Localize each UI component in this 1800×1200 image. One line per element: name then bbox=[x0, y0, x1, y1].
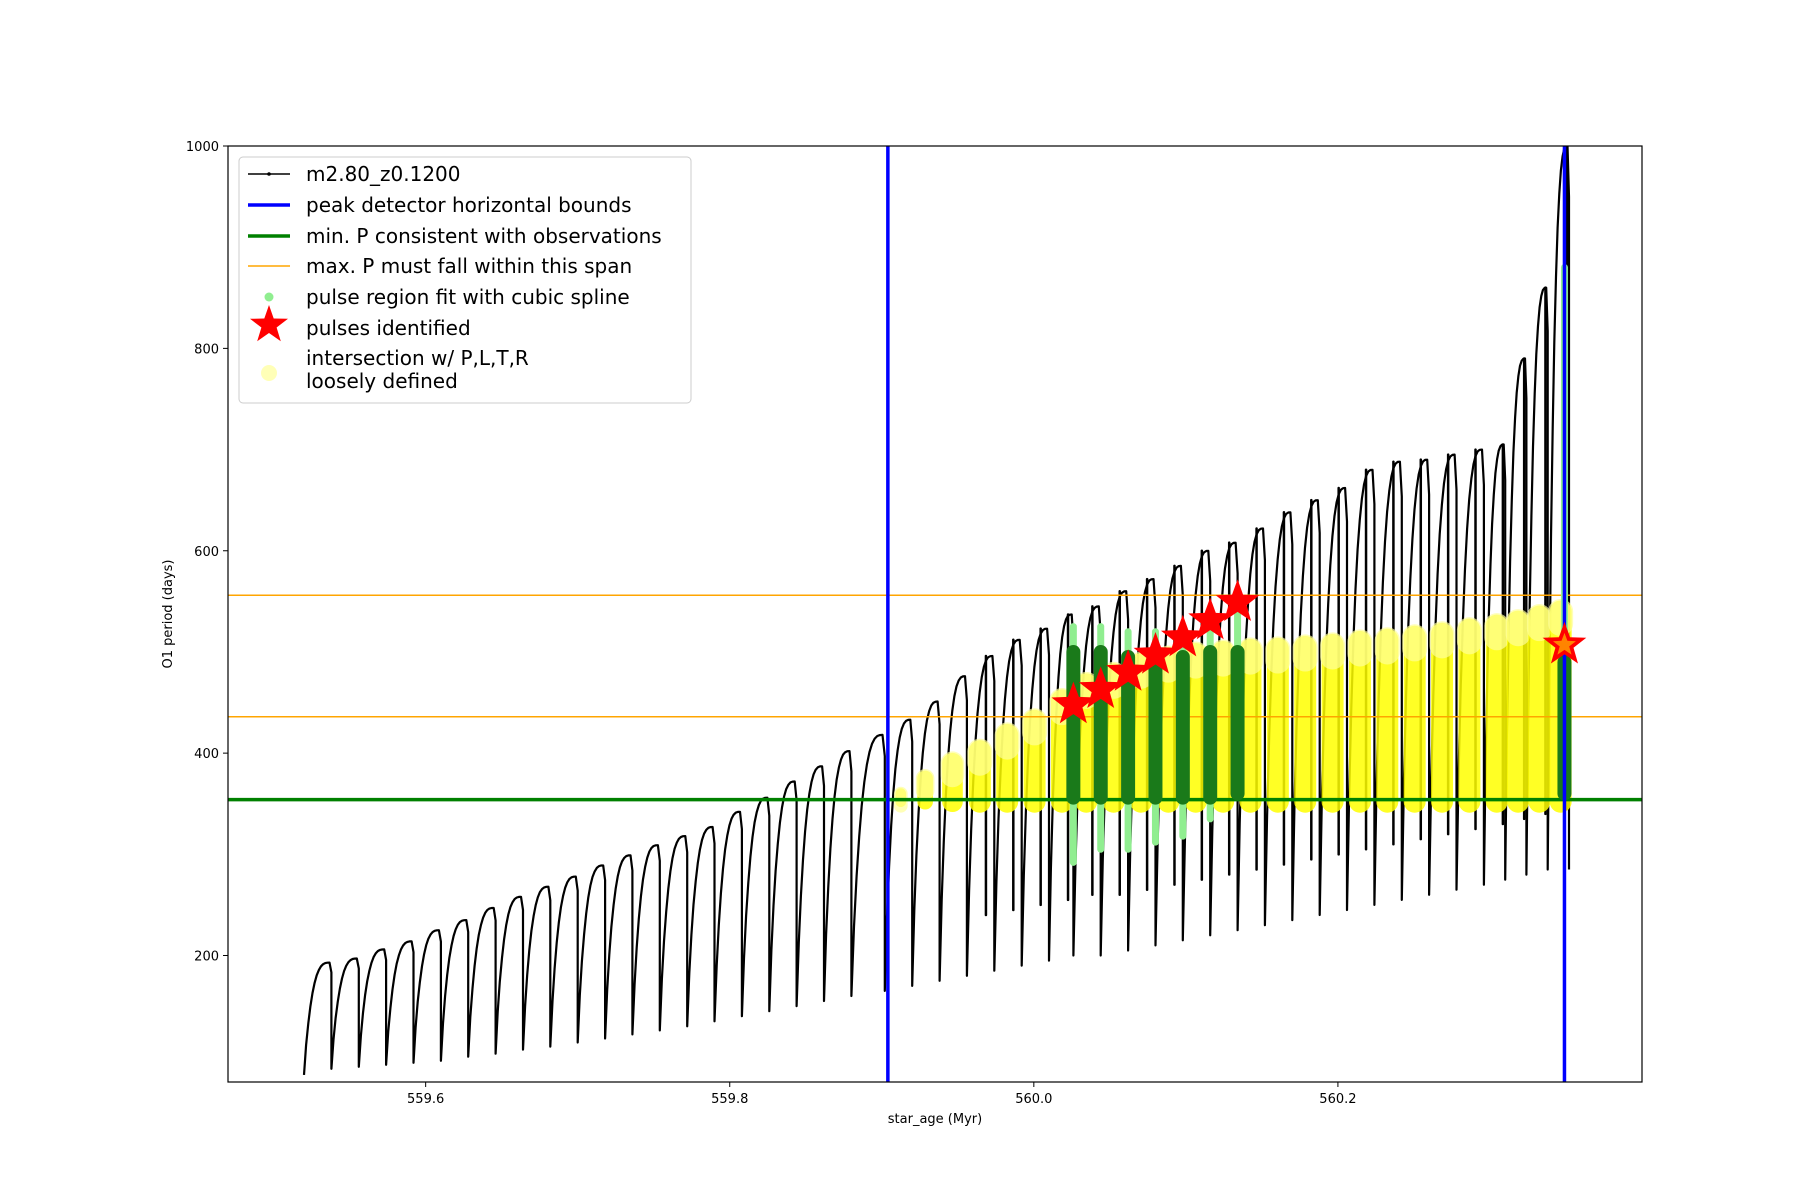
legend-entry-intersection: intersection w/ P,L,T,R loosely defined bbox=[261, 346, 529, 393]
legend-intersection-dot-icon bbox=[261, 365, 277, 381]
legend-star-icon bbox=[250, 305, 288, 342]
pulse-star bbox=[1215, 579, 1260, 621]
legend-label-orange-max: max. P must fall within this span bbox=[306, 254, 632, 278]
legend-spline-dot-icon bbox=[264, 292, 274, 302]
y-tick-label: 1000 bbox=[186, 140, 219, 155]
legend-entry-spline: pulse region fit with cubic spline bbox=[264, 285, 630, 309]
legend-entry-orange-max: max. P must fall within this span bbox=[248, 254, 632, 278]
pulse-star bbox=[1161, 614, 1205, 657]
legend-entry-track: m2.80_z0.1200 bbox=[248, 162, 461, 186]
legend-box bbox=[238, 156, 692, 404]
x-tick-label: 560.2 bbox=[1319, 1092, 1356, 1107]
legend-entry-pulses: pulses identified bbox=[250, 305, 471, 342]
y-tick-label: 800 bbox=[194, 342, 219, 357]
legend-entry-green-min: min. P consistent with observations bbox=[248, 224, 662, 248]
legend-label-pulses: pulses identified bbox=[306, 316, 471, 340]
pulse-star bbox=[1051, 681, 1096, 724]
legend-label-track: m2.80_z0.1200 bbox=[306, 162, 461, 186]
legend-label-spline: pulse region fit with cubic spline bbox=[306, 285, 630, 309]
pulse-star-highlight bbox=[1553, 632, 1576, 655]
legend-label-intersection-1: intersection w/ P,L,T,R bbox=[306, 346, 529, 370]
pulse-star bbox=[1106, 649, 1150, 691]
x-tick-label: 560.0 bbox=[1015, 1092, 1052, 1107]
x-axis-label: star_age (Myr) bbox=[888, 1112, 982, 1127]
legend-label-green-min: min. P consistent with observations bbox=[306, 224, 662, 248]
y-tick-label: 400 bbox=[194, 747, 219, 762]
x-tick-label: 559.8 bbox=[711, 1092, 748, 1107]
x-tick-label: 559.6 bbox=[407, 1092, 444, 1107]
legend-label-intersection-2: loosely defined bbox=[306, 369, 458, 393]
legend-label-blue-bounds: peak detector horizontal bounds bbox=[306, 193, 632, 217]
axis-ticks: 559.6 559.8 560.0 560.2 200 400 600 800 1000 bbox=[186, 140, 1357, 1107]
legend-entry-blue-bounds: peak detector horizontal bounds bbox=[248, 193, 632, 217]
pulse-star bbox=[1078, 666, 1123, 708]
y-axis-label: O1 period (days) bbox=[161, 559, 176, 668]
pulse-star bbox=[1188, 597, 1233, 640]
y-tick-label: 200 bbox=[194, 950, 219, 965]
plot-area bbox=[228, 146, 1642, 1082]
legend: m2.80_z0.1200 peak detector horizontal b… bbox=[238, 156, 692, 404]
y-tick-label: 600 bbox=[194, 545, 219, 560]
pulse-star bbox=[1133, 632, 1178, 674]
axes-frame bbox=[227, 145, 1643, 1083]
legend-track-dot-icon bbox=[267, 172, 271, 176]
